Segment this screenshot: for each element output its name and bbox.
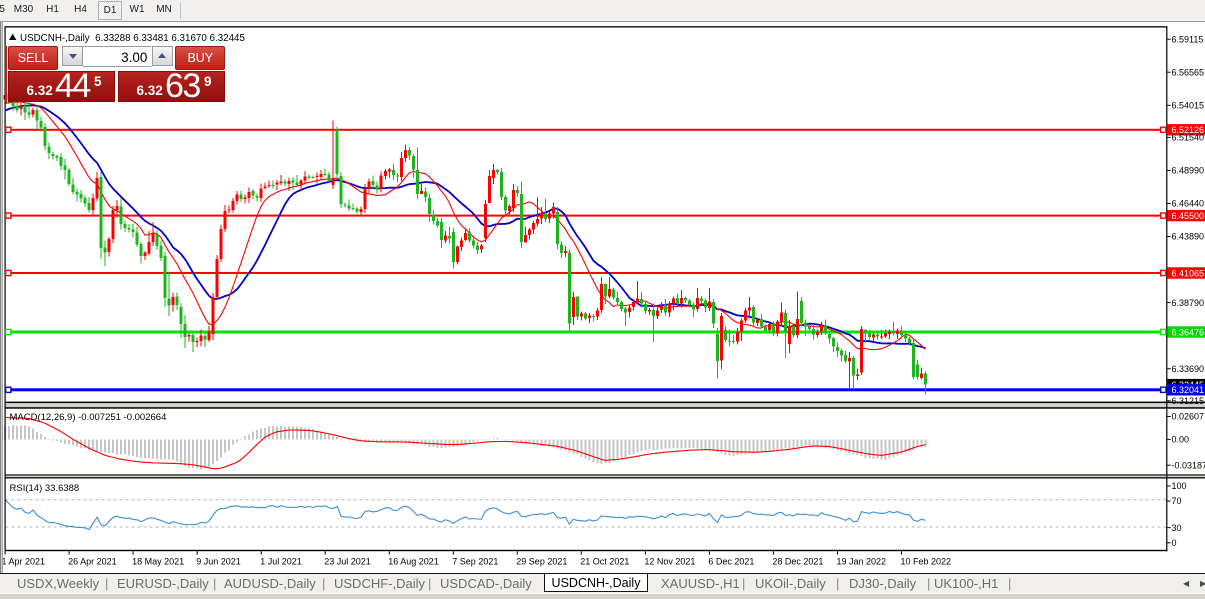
svg-text:6.45500: 6.45500 <box>1172 211 1205 221</box>
svg-text:1 Apr 2021: 1 Apr 2021 <box>2 557 46 567</box>
svg-text:0: 0 <box>1172 538 1177 548</box>
svg-text:6.41065: 6.41065 <box>1172 268 1205 278</box>
svg-text:6.59115: 6.59115 <box>1172 34 1204 44</box>
svg-text:-0.03187: -0.03187 <box>1172 460 1205 470</box>
svg-text:6.31215: 6.31215 <box>1172 396 1205 406</box>
svg-text:1 Jul 2021: 1 Jul 2021 <box>260 557 302 567</box>
svg-text:MACD(12,26,9) -0.007251 -0.002: MACD(12,26,9) -0.007251 -0.002664 <box>10 412 167 423</box>
svg-text:6.33690: 6.33690 <box>1172 364 1205 374</box>
svg-text:100: 100 <box>1172 481 1187 491</box>
svg-text:6.54015: 6.54015 <box>1172 101 1205 111</box>
svg-text:6.36476: 6.36476 <box>1172 327 1205 337</box>
svg-text:6.51540: 6.51540 <box>1172 133 1205 143</box>
svg-text:7 Sep 2021: 7 Sep 2021 <box>452 557 498 567</box>
svg-text:6.38790: 6.38790 <box>1172 298 1205 308</box>
svg-text:12 Nov 2021: 12 Nov 2021 <box>644 557 695 567</box>
svg-text:0.02607: 0.02607 <box>1172 412 1205 422</box>
svg-text:RSI(14) 33.6388: RSI(14) 33.6388 <box>10 483 80 494</box>
svg-text:21 Oct 2021: 21 Oct 2021 <box>580 557 629 567</box>
svg-text:19 Jan 2022: 19 Jan 2022 <box>837 557 887 567</box>
svg-text:18 May 2021: 18 May 2021 <box>132 557 184 567</box>
svg-text:26 Apr 2021: 26 Apr 2021 <box>68 557 117 567</box>
svg-text:6.43890: 6.43890 <box>1172 232 1205 242</box>
svg-text:6 Dec 2021: 6 Dec 2021 <box>708 557 754 567</box>
svg-text:9 Jun 2021: 9 Jun 2021 <box>196 557 241 567</box>
svg-text:10 Feb 2022: 10 Feb 2022 <box>901 557 952 567</box>
svg-text:0.00: 0.00 <box>1172 435 1190 445</box>
svg-text:6.46440: 6.46440 <box>1172 199 1205 209</box>
svg-text:16 Aug 2021: 16 Aug 2021 <box>388 557 439 567</box>
svg-text:USDCNH-,Daily 6.33288 6.33481: USDCNH-,Daily 6.33288 6.33481 6.31670 6.… <box>20 33 245 44</box>
svg-text:23 Jul 2021: 23 Jul 2021 <box>324 557 371 567</box>
svg-text:6.56565: 6.56565 <box>1172 67 1205 77</box>
svg-text:6.48990: 6.48990 <box>1172 166 1205 176</box>
svg-text:70: 70 <box>1172 496 1182 506</box>
svg-text:28 Dec 2021: 28 Dec 2021 <box>772 557 823 567</box>
svg-text:6.32041: 6.32041 <box>1172 385 1205 395</box>
svg-text:30: 30 <box>1172 523 1182 533</box>
svg-text:29 Sep 2021: 29 Sep 2021 <box>516 557 567 567</box>
svg-text:6.52126: 6.52126 <box>1172 125 1205 135</box>
